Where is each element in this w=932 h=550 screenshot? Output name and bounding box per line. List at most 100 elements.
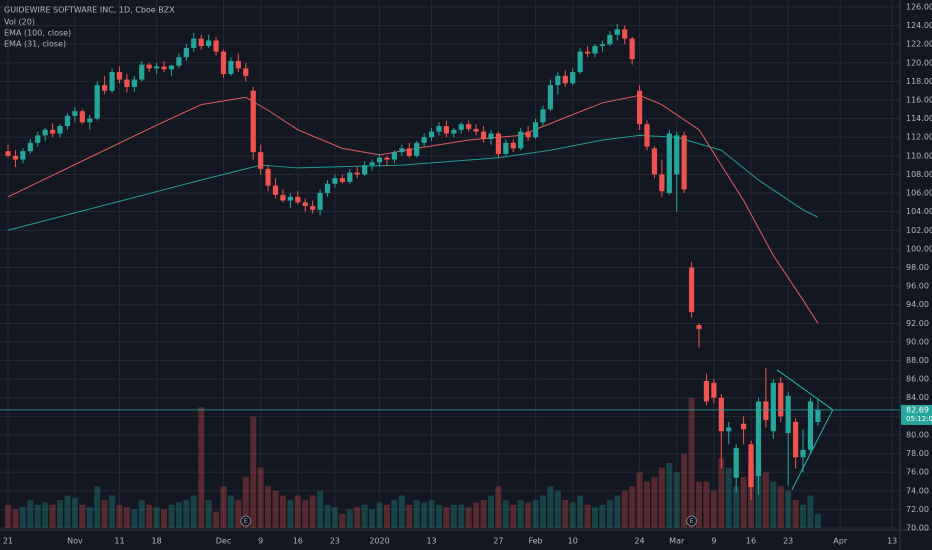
- candle-body: [124, 79, 130, 87]
- volume-bar: [725, 467, 732, 528]
- candle-body: [458, 124, 464, 130]
- legend-ema: EMA (100, close): [4, 29, 71, 38]
- volume-bar: [644, 481, 651, 528]
- candle-layer: [5, 23, 821, 501]
- candle-body: [547, 85, 554, 110]
- volume-bar: [71, 497, 78, 528]
- candle-body: [176, 57, 182, 66]
- volume-bar: [146, 504, 153, 528]
- candle-body: [42, 129, 48, 136]
- candle-body: [688, 267, 695, 313]
- volume-bar: [629, 486, 636, 528]
- candle-body: [570, 72, 576, 84]
- candle-body: [503, 142, 509, 154]
- volume-bar: [383, 504, 390, 528]
- volume-bar: [421, 502, 428, 528]
- x-tick-label: 13: [426, 537, 436, 546]
- volume-bar: [458, 504, 465, 528]
- volume-bar: [398, 495, 405, 528]
- x-tick-label: 27: [493, 537, 503, 546]
- candle-body: [27, 142, 33, 152]
- candle-body: [64, 115, 71, 127]
- candle-body: [636, 90, 643, 125]
- y-tick-label: 112.00: [906, 133, 932, 142]
- volume-bar: [86, 507, 93, 528]
- volume-bar: [279, 495, 286, 528]
- x-tick-label: Nov: [67, 537, 83, 546]
- volume-bar: [109, 495, 116, 528]
- candle-body: [815, 409, 821, 422]
- candle-body: [94, 85, 100, 119]
- volume-bar: [19, 507, 26, 528]
- volume-bar: [718, 458, 725, 528]
- volume-bar: [168, 504, 175, 528]
- candle-body: [622, 29, 628, 39]
- y-tick-label: 100.00: [906, 244, 932, 253]
- candle-body: [235, 60, 241, 69]
- volume-bar: [12, 509, 19, 528]
- y-tick-label: 106.00: [906, 189, 932, 198]
- candle-body: [295, 196, 301, 203]
- volume-bar: [673, 472, 680, 528]
- candle-body: [79, 111, 85, 123]
- candle-body: [131, 79, 137, 87]
- y-tick-label: 98.00: [906, 263, 929, 272]
- candle-body: [510, 142, 516, 149]
- candle-body: [339, 178, 345, 182]
- candle-body: [532, 122, 539, 138]
- candle-body: [191, 38, 197, 48]
- volume-bar: [138, 500, 145, 528]
- candle-body: [778, 382, 784, 417]
- volume-bar: [495, 486, 502, 528]
- volume-bar: [733, 486, 740, 528]
- candle-body: [480, 131, 487, 140]
- volume-bar: [569, 502, 576, 528]
- candle-body: [473, 128, 479, 132]
- candle-body: [324, 183, 331, 194]
- candle-body: [525, 131, 531, 138]
- x-tick-label: Feb: [528, 537, 542, 546]
- candle-body: [488, 133, 494, 140]
- y-tick-label: 94.00: [906, 300, 929, 309]
- y-tick-label: 108.00: [906, 170, 932, 179]
- candle-body: [354, 172, 360, 175]
- candle-body: [562, 75, 568, 84]
- event-marker: [686, 515, 698, 527]
- y-tick-label: 84.00: [906, 393, 929, 402]
- y-tick-label: 120.00: [906, 58, 932, 67]
- y-tick-label: 80.00: [906, 430, 929, 439]
- y-tick-label: 124.00: [906, 21, 932, 30]
- last-price-box: [901, 404, 932, 425]
- y-tick-label: 76.00: [906, 468, 929, 477]
- volume-bar: [116, 504, 123, 528]
- volume-bar: [161, 509, 168, 528]
- volume-bar: [302, 500, 309, 528]
- candle-body: [726, 427, 732, 432]
- volume-bar: [599, 504, 606, 528]
- candle-body: [592, 46, 598, 54]
- y-tick-label: 122.00: [906, 40, 932, 49]
- candle-body: [785, 395, 791, 434]
- candle-body: [384, 157, 390, 160]
- volume-bar: [621, 490, 628, 528]
- candle-body: [183, 47, 189, 58]
- candle-body: [347, 172, 353, 182]
- volume-bar: [554, 490, 561, 528]
- candle-body: [287, 196, 293, 201]
- volume-bar: [354, 507, 361, 528]
- candle-body: [272, 185, 279, 195]
- candle-body: [406, 148, 412, 156]
- volume-bar: [487, 495, 494, 528]
- event-label: E: [244, 518, 248, 525]
- candle-body: [109, 72, 115, 91]
- ema-line: [7, 94, 819, 324]
- candle-body: [696, 325, 702, 329]
- volume-bar: [287, 500, 294, 528]
- y-tick-label: 102.00: [906, 226, 932, 235]
- volume-bar: [227, 495, 234, 528]
- volume-bar: [443, 507, 450, 528]
- candle-body: [763, 401, 769, 421]
- volume-bar: [123, 507, 130, 528]
- volume-bar: [49, 504, 56, 528]
